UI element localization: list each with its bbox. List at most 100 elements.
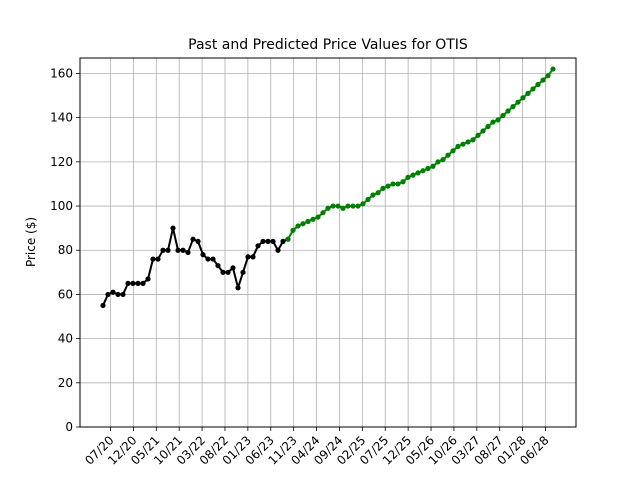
past-price-point: [115, 291, 121, 298]
predicted-price-point: [380, 185, 386, 191]
past-price-point: [125, 280, 131, 286]
predicted-price-point: [520, 95, 526, 101]
predicted-price-point: [480, 128, 486, 134]
past-price-point: [235, 285, 241, 291]
past-price-point: [175, 247, 181, 253]
y-tick-label: 80: [58, 243, 73, 257]
predicted-price-point: [530, 86, 536, 92]
predicted-price-point: [420, 168, 426, 174]
predicted-price-point: [510, 104, 516, 110]
predicted-price-point: [340, 205, 346, 211]
predicted-price-point: [485, 123, 491, 130]
past-price-point: [245, 254, 251, 260]
y-tick-label: 0: [65, 420, 73, 434]
y-axis-label: Price ($): [24, 217, 38, 267]
past-price-point: [145, 276, 151, 282]
past-price-point: [250, 254, 256, 260]
predicted-price-point: [295, 223, 301, 229]
predicted-price-point: [365, 196, 371, 203]
past-price-point: [280, 238, 286, 244]
predicted-price-point: [385, 183, 391, 189]
past-price-point: [155, 256, 161, 262]
predicted-price-point: [330, 203, 336, 209]
past-price-point: [150, 256, 156, 262]
past-price-point: [185, 249, 191, 256]
chart-title: Past and Predicted Price Values for OTIS: [188, 37, 468, 53]
predicted-price-point: [400, 179, 406, 185]
predicted-price-point: [545, 73, 551, 79]
predicted-price-point: [350, 203, 356, 209]
predicted-price-point: [435, 159, 441, 165]
predicted-price-point: [290, 227, 296, 233]
y-tick-label: 60: [58, 287, 73, 301]
y-tick-label: 140: [50, 111, 73, 125]
series-layer: [100, 66, 556, 309]
predicted-price-point: [375, 190, 381, 196]
predicted-price-point: [425, 165, 431, 172]
past-price-point: [195, 238, 201, 244]
past-price-point: [140, 280, 146, 286]
predicted-price-point: [335, 203, 341, 209]
past-price-point: [205, 256, 211, 262]
predicted-price-point: [460, 141, 466, 147]
past-price-point: [165, 247, 171, 253]
y-tick-label: 160: [50, 66, 73, 80]
past-price-point: [170, 225, 176, 231]
predicted-price-point: [490, 119, 496, 125]
past-price-point: [130, 280, 136, 286]
predicted-price-point: [440, 157, 446, 163]
past-price-point: [100, 302, 106, 309]
past-price-point: [225, 269, 231, 275]
predicted-price-point: [285, 236, 291, 242]
past-price-point: [220, 269, 226, 275]
predicted-price-point: [360, 201, 366, 207]
past-price-point: [180, 247, 186, 253]
predicted-price-point: [500, 112, 506, 119]
predicted-price-point: [315, 214, 321, 220]
grid: [80, 58, 576, 428]
predicted-price-point: [405, 174, 411, 180]
past-price-point: [160, 247, 166, 253]
y-tick-label: 20: [58, 376, 73, 390]
predicted-price-point: [535, 81, 541, 88]
past-price-point: [265, 238, 271, 244]
predicted-price-point: [390, 181, 396, 187]
predicted-price-point: [540, 77, 546, 83]
predicted-price-point: [430, 163, 436, 169]
predicted-price-point: [370, 192, 376, 198]
past-price-point: [120, 291, 126, 298]
predicted-price-point: [395, 181, 401, 187]
predicted-price-point: [450, 148, 456, 154]
predicted-price-point: [465, 139, 471, 145]
predicted-price-point: [345, 203, 351, 209]
y-tick-label: 40: [58, 332, 73, 346]
predicted-price-point: [550, 66, 556, 72]
past-price-point: [230, 265, 236, 271]
predicted-price-point: [355, 203, 361, 209]
predicted-price-point: [410, 172, 416, 178]
predicted-price-point: [415, 170, 421, 176]
predicted-price-point: [455, 143, 461, 149]
past-price-point: [260, 238, 266, 244]
past-price-point: [200, 252, 206, 258]
predicted-price-point: [475, 132, 481, 138]
past-price-point: [110, 289, 116, 295]
past-price-point: [210, 256, 216, 262]
past-price-point: [270, 238, 276, 244]
past-price-point: [255, 243, 261, 249]
predicted-price-point: [515, 99, 521, 105]
predicted-price-point: [470, 137, 476, 143]
past-price-point: [215, 263, 221, 269]
y-tick-label: 100: [50, 199, 73, 213]
predicted-price-point: [300, 221, 306, 227]
past-price-point: [275, 247, 281, 253]
past-price-point: [105, 291, 111, 298]
predicted-price-point: [505, 108, 511, 114]
predicted-price-point: [325, 205, 331, 211]
predicted-price-point: [305, 218, 311, 225]
past-price-point: [190, 236, 196, 242]
predicted-price-point: [525, 90, 531, 96]
past-price-point: [240, 269, 246, 275]
